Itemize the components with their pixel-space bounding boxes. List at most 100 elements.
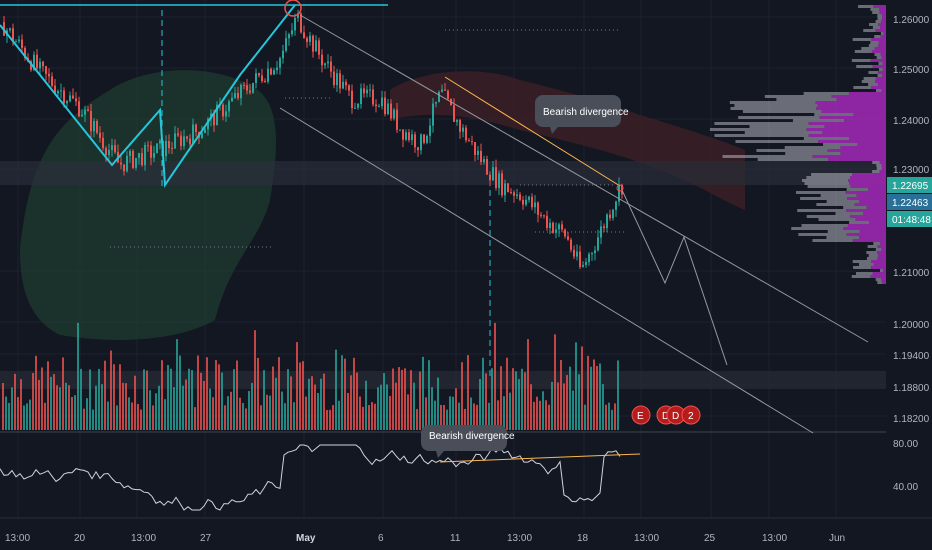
- candle-body: [348, 85, 350, 91]
- profile-bar-purple: [875, 80, 886, 83]
- volume-bar: [125, 383, 127, 430]
- volume-bar: [443, 405, 445, 430]
- volume-bar: [50, 376, 52, 430]
- candle-body: [36, 54, 38, 69]
- candle-body: [573, 249, 575, 257]
- rsi-axis: 80.00 40.00: [893, 439, 918, 493]
- volume-bar: [263, 370, 265, 430]
- resistance-band: [0, 161, 886, 185]
- candle-body: [114, 145, 116, 153]
- profile-bar-gray: [806, 215, 851, 218]
- peak-marker: [284, 0, 302, 17]
- profile-bar-gray: [709, 128, 807, 131]
- price-axis[interactable]: 1.26000 1.25000 1.24000 1.23000 1.21000 …: [886, 0, 932, 518]
- candle-body: [342, 81, 344, 89]
- event-badges[interactable]: E D D 2: [631, 405, 701, 425]
- rsi-divergence-line: [439, 453, 641, 463]
- bearish-divergence-callout[interactable]: Bearish divergence: [535, 95, 629, 134]
- profile-bar-gray: [879, 269, 884, 272]
- candle-body: [486, 159, 488, 175]
- profile-bar-gray: [874, 53, 881, 56]
- profile-bar-purple: [875, 29, 886, 32]
- profile-bar-purple: [852, 239, 886, 242]
- candle-body: [270, 68, 272, 75]
- profile-bar-gray: [851, 275, 871, 278]
- volume-bar: [545, 400, 547, 430]
- profile-bar-gray: [853, 86, 872, 89]
- profile-bar-gray: [735, 140, 819, 143]
- event-badge[interactable]: E: [631, 405, 651, 425]
- volume-bar: [77, 322, 79, 430]
- profile-bar-purple: [808, 122, 886, 125]
- event-badge[interactable]: 2: [681, 405, 701, 425]
- volume-bar: [587, 355, 589, 430]
- candle-body: [303, 32, 305, 38]
- profile-bar-gray: [826, 200, 860, 203]
- volume-bar: [497, 400, 499, 430]
- volume-bar: [485, 373, 487, 430]
- volume-bar: [446, 409, 448, 430]
- volume-bar: [569, 366, 571, 430]
- candle-body: [237, 92, 239, 99]
- volume-bar: [95, 385, 97, 430]
- volume-bar: [299, 362, 301, 430]
- profile-bar-gray: [785, 152, 841, 155]
- profile-bar-gray: [878, 62, 883, 65]
- time-tick: 11: [450, 533, 461, 544]
- candle-body: [204, 129, 206, 134]
- profile-bar-purple: [873, 263, 886, 266]
- candle-body: [315, 40, 317, 52]
- volume-bar: [614, 403, 616, 430]
- volume-bar: [248, 391, 250, 430]
- volume-bar: [536, 396, 538, 430]
- volume-bar: [308, 378, 310, 430]
- candle-body: [318, 40, 320, 55]
- volume-bar: [59, 387, 61, 430]
- time-axis[interactable]: 13:00 20 13:00 27 May 6 11 13:00 18 13:0…: [0, 517, 932, 544]
- volume-bar: [224, 405, 226, 430]
- profile-bar-gray: [861, 47, 875, 50]
- chart-drawings[interactable]: [0, 0, 869, 434]
- candle-body: [507, 183, 509, 193]
- candle-body: [168, 141, 170, 149]
- profile-bar-purple: [847, 197, 886, 200]
- bearish-divergence-callout-rsi[interactable]: Bearish divergence: [421, 425, 515, 458]
- volume-bar: [383, 373, 385, 430]
- profile-bar-purple: [853, 113, 886, 116]
- volume-bar: [488, 402, 490, 430]
- channel-lower: [279, 107, 814, 434]
- profile-bar-gray: [801, 224, 848, 227]
- profile-bar-purple: [882, 62, 886, 65]
- time-tick: 20: [74, 533, 86, 544]
- candle-body: [90, 111, 92, 132]
- profile-bar-purple: [836, 98, 886, 101]
- time-tick: Jun: [829, 533, 845, 544]
- price-tick: 1.18200: [893, 414, 930, 425]
- price-tick: 1.26000: [893, 15, 930, 26]
- profile-bar-purple: [816, 107, 886, 110]
- candle-body: [213, 113, 215, 126]
- volume-bar: [314, 384, 316, 430]
- current-price-label: 1.22695: [892, 181, 929, 192]
- profile-bar-gray: [870, 41, 879, 44]
- candle-body: [381, 97, 383, 107]
- candle-body: [201, 133, 203, 138]
- candle-body: [243, 84, 245, 86]
- candle-body: [225, 111, 227, 117]
- profile-bar-purple: [859, 230, 886, 233]
- time-tick: 13:00: [762, 533, 787, 544]
- badge-label: D: [672, 411, 679, 422]
- profile-bar-gray: [757, 158, 829, 161]
- candle-body: [504, 183, 506, 196]
- candle-body: [231, 97, 233, 102]
- event-badge[interactable]: D: [666, 405, 686, 425]
- candle-body: [528, 196, 530, 200]
- profile-bar-gray: [764, 95, 832, 98]
- volume-bar: [83, 408, 85, 430]
- volume-bar: [188, 368, 190, 430]
- candle-body: [561, 224, 563, 230]
- profile-bar-purple: [871, 50, 886, 53]
- candle-body: [177, 133, 179, 136]
- bearish-divergence-label: Bearish divergence: [543, 107, 629, 118]
